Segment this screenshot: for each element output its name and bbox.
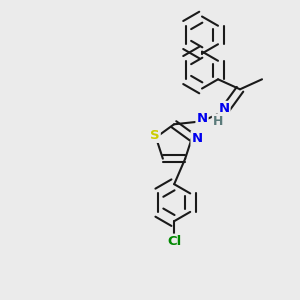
Text: S: S — [150, 129, 160, 142]
Text: N: N — [191, 132, 203, 145]
Text: H: H — [213, 115, 223, 128]
Text: N: N — [196, 112, 208, 125]
Text: Cl: Cl — [167, 235, 181, 248]
Text: N: N — [218, 102, 230, 115]
